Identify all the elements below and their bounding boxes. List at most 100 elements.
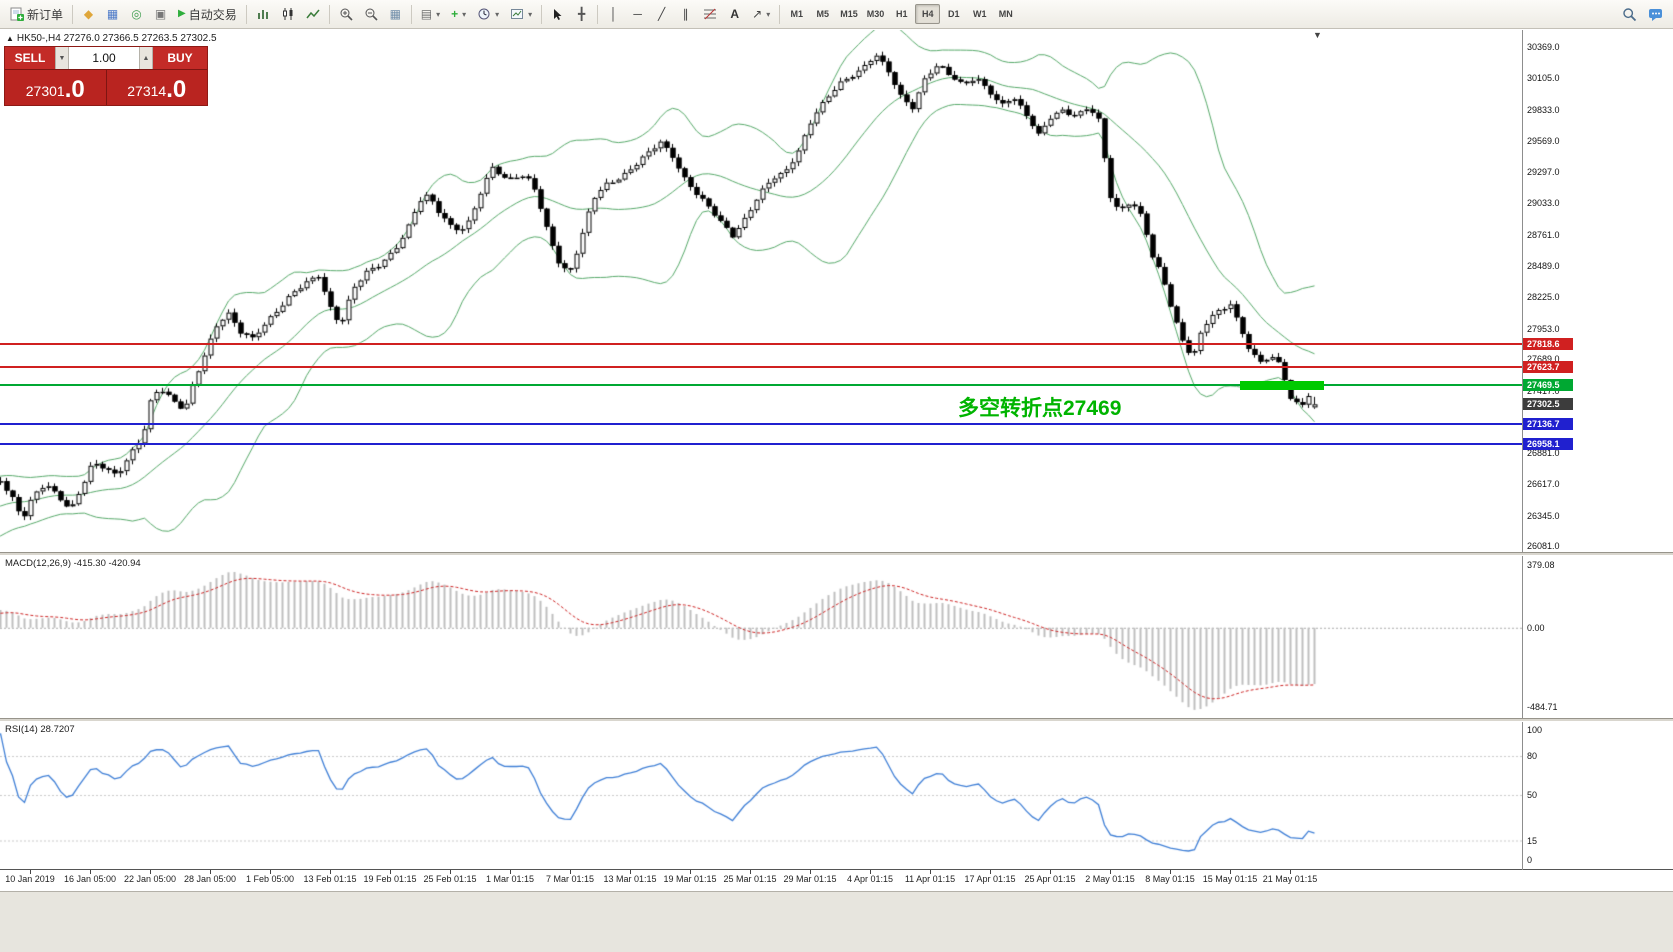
toolbar-separator bbox=[245, 4, 247, 24]
spinner-down-icon: ▼ bbox=[58, 54, 66, 62]
trendline-button[interactable]: ╱ bbox=[650, 3, 673, 26]
horizontal-level-line[interactable] bbox=[0, 343, 1522, 346]
sell-price-button[interactable]: 27301.0 bbox=[5, 70, 106, 105]
one-click-price-row: 27301.0 27314.0 bbox=[5, 69, 207, 105]
terminal-button[interactable]: ▣ bbox=[149, 3, 172, 26]
timeframe-m1-button[interactable]: M1 bbox=[784, 4, 809, 24]
market-watch-button[interactable]: ◆ bbox=[77, 3, 100, 26]
new-order-button[interactable]: 新订单 bbox=[5, 3, 68, 26]
time-axis-label: 29 Mar 01:15 bbox=[783, 874, 837, 884]
macd-scale-label: 0.00 bbox=[1527, 622, 1545, 633]
time-axis-label: 16 Jan 05:00 bbox=[63, 874, 117, 884]
zoom-out-button[interactable] bbox=[359, 3, 383, 26]
time-axis[interactable] bbox=[0, 869, 1673, 891]
time-axis-label: 1 Feb 05:00 bbox=[245, 874, 295, 884]
buy-price-int: 27314 bbox=[127, 83, 167, 100]
time-axis-label: 10 Jan 2019 bbox=[5, 874, 55, 884]
buy-price-button[interactable]: 27314.0 bbox=[106, 70, 207, 105]
zoom-in-button[interactable] bbox=[334, 3, 358, 26]
zoom-out-icon bbox=[365, 8, 378, 21]
time-axis-tick bbox=[750, 870, 751, 874]
line-chart-button[interactable] bbox=[301, 3, 325, 26]
lot-decrease-button[interactable]: ▼ bbox=[55, 47, 69, 69]
rsi-panel-canvas[interactable] bbox=[0, 722, 1522, 868]
price-axis-label: 26345.0 bbox=[1527, 510, 1560, 521]
timeframe-d1-button[interactable]: D1 bbox=[941, 4, 966, 24]
rsi-scale-label: 50 bbox=[1527, 790, 1538, 800]
indicators-button[interactable]: + ▾ bbox=[446, 3, 471, 26]
terminal-icon: ▣ bbox=[154, 7, 167, 21]
timeframe-m5-button[interactable]: M5 bbox=[810, 4, 835, 24]
sell-header-button[interactable]: SELL bbox=[5, 47, 55, 69]
chat-button[interactable] bbox=[1643, 3, 1668, 26]
price-axis-label: 29833.0 bbox=[1527, 104, 1560, 115]
timeframe-h1-button[interactable]: H1 bbox=[889, 4, 914, 24]
fibonacci-button[interactable] bbox=[698, 3, 722, 26]
navigator-button[interactable]: ◎ bbox=[125, 3, 148, 26]
turning-point-annotation[interactable]: 多空转折点27469 bbox=[958, 397, 1122, 420]
main-chart-canvas[interactable] bbox=[0, 30, 1522, 552]
timeframe-h4-button[interactable]: H4 bbox=[915, 4, 941, 24]
cursor-button[interactable] bbox=[546, 3, 569, 26]
toolbar-separator bbox=[72, 4, 74, 24]
lot-size-input[interactable] bbox=[69, 47, 139, 69]
bar-chart-button[interactable] bbox=[251, 3, 275, 26]
panel-separator[interactable] bbox=[0, 718, 1673, 722]
timeframe-m30-button[interactable]: M30 bbox=[863, 4, 889, 24]
price-axis-label: 29569.0 bbox=[1527, 135, 1560, 146]
text-tool-button[interactable]: A bbox=[723, 3, 746, 26]
price-axis-label: 28761.0 bbox=[1527, 229, 1560, 240]
toolbar-separator bbox=[779, 4, 781, 24]
crosshair-button[interactable]: ╋ bbox=[570, 3, 593, 26]
horizontal-level-line[interactable] bbox=[0, 422, 1522, 425]
time-axis-tick bbox=[90, 870, 91, 874]
auto-trading-play-icon: ▶ bbox=[178, 8, 186, 19]
tile-windows-button[interactable]: ▦ bbox=[384, 3, 407, 26]
macd-panel-canvas[interactable] bbox=[0, 556, 1522, 718]
chart-symbol-header: ▲ HK50-,H4 27276.0 27366.5 27263.5 27302.… bbox=[6, 33, 217, 44]
vertical-line-button[interactable]: │ bbox=[602, 3, 625, 26]
periods-clock-icon bbox=[478, 8, 490, 20]
time-axis-label: 25 Mar 01:15 bbox=[723, 874, 777, 884]
channel-button[interactable]: ∥ bbox=[674, 3, 697, 26]
time-axis-tick bbox=[30, 870, 31, 874]
horizontal-level-line[interactable] bbox=[0, 443, 1522, 446]
auto-trading-button[interactable]: ▶ 自动交易 bbox=[173, 3, 242, 26]
toolbar-separator bbox=[410, 4, 412, 24]
templates-button[interactable]: ▾ bbox=[505, 3, 537, 26]
turning-point-highlight-zone[interactable] bbox=[1240, 380, 1324, 390]
channel-icon: ∥ bbox=[682, 7, 689, 21]
dropdown-icon: ▾ bbox=[528, 9, 533, 19]
candlestick-chart-button[interactable] bbox=[276, 3, 300, 26]
time-axis-label: 2 May 01:15 bbox=[1085, 874, 1135, 884]
timeframe-w1-button[interactable]: W1 bbox=[967, 4, 992, 24]
data-window-icon: ▦ bbox=[106, 7, 119, 21]
time-axis-tick bbox=[1050, 870, 1051, 874]
periods-button[interactable]: ▾ bbox=[472, 3, 504, 26]
profiles-button[interactable]: ▤ ▾ bbox=[416, 3, 445, 26]
search-button[interactable] bbox=[1617, 3, 1642, 26]
timeframe-m15-button[interactable]: M15 bbox=[836, 4, 862, 24]
horizontal-line-button[interactable]: ─ bbox=[626, 3, 649, 26]
lot-increase-button[interactable]: ▲ bbox=[139, 47, 153, 69]
buy-header-button[interactable]: BUY bbox=[153, 47, 207, 69]
time-axis-tick bbox=[630, 870, 631, 874]
horizontal-level-line[interactable] bbox=[0, 383, 1522, 386]
time-axis-tick bbox=[930, 870, 931, 874]
spinner-up-icon: ▲ bbox=[142, 54, 150, 62]
time-axis-tick bbox=[210, 870, 211, 874]
time-axis-label: 13 Feb 01:15 bbox=[303, 874, 357, 884]
toolbar-separator bbox=[541, 4, 543, 24]
arrows-tool-button[interactable]: ↗ ▾ bbox=[747, 3, 775, 26]
time-axis-label: 19 Feb 01:15 bbox=[363, 874, 417, 884]
data-window-button[interactable]: ▦ bbox=[101, 3, 124, 26]
panel-separator[interactable] bbox=[0, 552, 1673, 556]
one-click-trading-widget: SELL ▼ ▲ BUY 27301.0 27314.0 bbox=[4, 46, 208, 106]
rsi-indicator-label: RSI(14) 28.7207 bbox=[5, 724, 75, 735]
time-axis-tick bbox=[390, 870, 391, 874]
chart-shift-marker-icon[interactable]: ▼ bbox=[1313, 30, 1322, 40]
horizontal-level-line[interactable] bbox=[0, 365, 1522, 368]
timeframe-mn-button[interactable]: MN bbox=[993, 4, 1018, 24]
price-axis-label: 30369.0 bbox=[1527, 42, 1560, 53]
